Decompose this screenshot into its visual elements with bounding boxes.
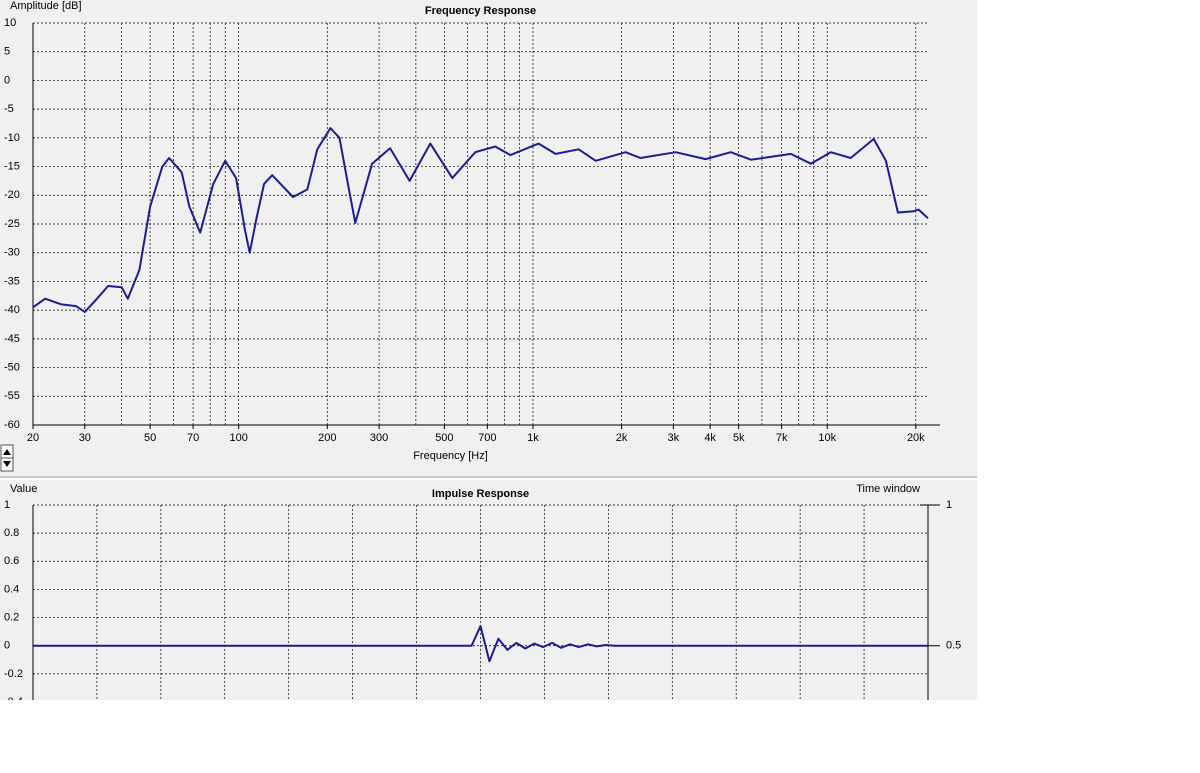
y-tick-label: 1 bbox=[4, 499, 10, 511]
y-tick-label: -40 bbox=[4, 304, 20, 316]
x-tick-label: 7k bbox=[776, 432, 788, 444]
x-tick-label: 50 bbox=[144, 432, 156, 444]
y-tick-label: -0.4 bbox=[4, 696, 23, 708]
y-tick-label: 0.8 bbox=[4, 527, 19, 539]
chart-title: Impulse Response bbox=[432, 488, 529, 500]
y2-tick-label: 1 bbox=[946, 499, 952, 511]
x-tick-label: 1k bbox=[527, 432, 539, 444]
charts: Frequency Response Amplitude [dB] Frequenc… bbox=[4, 0, 961, 708]
y-tick-label: 5 bbox=[4, 46, 10, 58]
x-tick-label: 500 bbox=[435, 432, 453, 444]
y-tick-label: -10 bbox=[4, 132, 20, 144]
y2-axis-label: Time window bbox=[856, 483, 920, 495]
scroll-control[interactable] bbox=[0, 444, 14, 472]
y-tick-label: -55 bbox=[4, 390, 20, 402]
y-tick-label: -20 bbox=[4, 189, 20, 201]
y2-tick-label: 0.5 bbox=[946, 640, 961, 652]
y-tick-label: -5 bbox=[4, 103, 14, 115]
y-tick-label: 0.6 bbox=[4, 555, 19, 567]
data-line bbox=[32, 127, 929, 313]
x-tick-label: 30 bbox=[79, 432, 91, 444]
x-tick-label: 5k bbox=[733, 432, 745, 444]
y-tick-label: 0.4 bbox=[4, 583, 19, 595]
y-tick-label: -25 bbox=[4, 218, 20, 230]
y-tick-label: -0.2 bbox=[4, 668, 23, 680]
chart-title: Frequency Response bbox=[425, 5, 536, 17]
panel bbox=[0, 0, 977, 700]
y-tick-label: -50 bbox=[4, 361, 20, 373]
y-tick-label: 0 bbox=[4, 74, 10, 86]
x-tick-label: 4k bbox=[704, 432, 716, 444]
y-tick-label: -15 bbox=[4, 160, 20, 172]
x-tick-label: 700 bbox=[478, 432, 496, 444]
y-tick-label: -60 bbox=[4, 419, 20, 431]
y-tick-label: -35 bbox=[4, 275, 20, 287]
x-tick-label: 70 bbox=[187, 432, 199, 444]
y-tick-label: -30 bbox=[4, 247, 20, 259]
y-tick-label: 10 bbox=[4, 17, 16, 29]
y-axis-label: Amplitude [dB] bbox=[10, 0, 82, 12]
data-line bbox=[33, 625, 928, 663]
x-tick-label: 10k bbox=[818, 432, 836, 444]
x-tick-label: 200 bbox=[318, 432, 336, 444]
y-tick-label: 0 bbox=[4, 640, 10, 652]
y-tick-label: -45 bbox=[4, 333, 20, 345]
x-axis-label: Frequency [Hz] bbox=[413, 450, 488, 462]
x-tick-label: 3k bbox=[668, 432, 680, 444]
y-axis-label: Value bbox=[10, 483, 37, 495]
y-tick-label: 0.2 bbox=[4, 611, 19, 623]
x-tick-label: 20 bbox=[27, 432, 39, 444]
x-tick-label: 20k bbox=[907, 432, 925, 444]
x-tick-label: 300 bbox=[370, 432, 388, 444]
x-tick-label: 100 bbox=[230, 432, 248, 444]
x-tick-label: 2k bbox=[616, 432, 628, 444]
